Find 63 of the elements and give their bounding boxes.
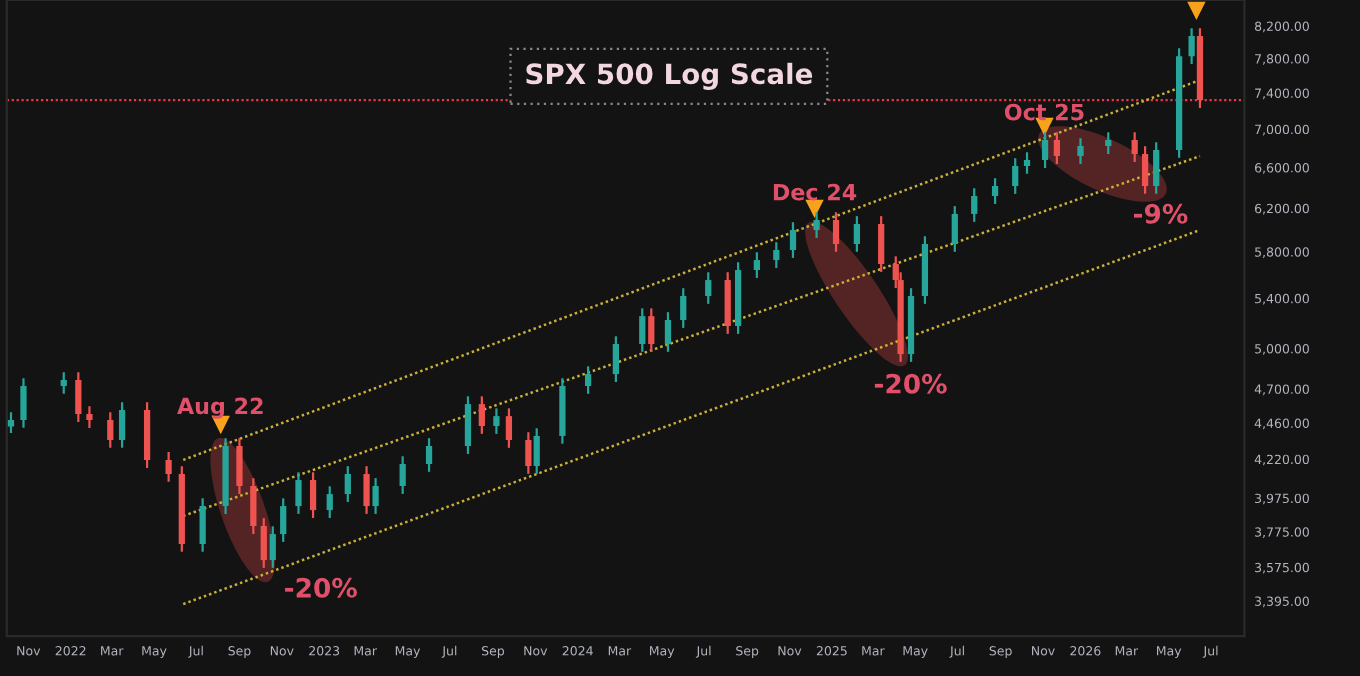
- candlestick: [664, 311, 672, 353]
- candlestick: [372, 477, 379, 516]
- candlestick: [1105, 131, 1112, 155]
- candlestick: [425, 437, 433, 473]
- candlestick: [753, 251, 760, 280]
- candlestick: [493, 407, 500, 435]
- candlestick: [118, 401, 126, 449]
- candlestick: [505, 407, 513, 449]
- candlestick: [1188, 27, 1195, 66]
- candlestick: [236, 437, 243, 496]
- candlestick: [832, 211, 840, 253]
- candlestick: [478, 395, 485, 435]
- annotation: Oct 25: [1004, 103, 1084, 121]
- candlestick: [612, 335, 619, 384]
- candlestick: [813, 211, 820, 240]
- candlestick: [344, 465, 351, 504]
- text: SPX 500 Log Scale: [526, 62, 813, 90]
- candlestick: [1077, 137, 1084, 166]
- candlestick: [584, 365, 592, 395]
- candlestick: [639, 307, 646, 353]
- candlestick: [1012, 157, 1019, 195]
- candlestick: [399, 455, 406, 496]
- candlestick: [250, 477, 257, 536]
- annotation: -20%: [874, 373, 947, 394]
- annotation: -9%: [1133, 203, 1188, 224]
- candlestick: [326, 485, 333, 520]
- candlestick: [60, 371, 67, 395]
- candlestick: [991, 177, 999, 206]
- annotation: Dec 24: [773, 183, 857, 201]
- annotation: -20%: [285, 577, 357, 598]
- candlestick: [280, 497, 287, 544]
- candlestick: [363, 465, 370, 516]
- candlestick: [75, 371, 82, 424]
- annotation: Aug 22: [177, 397, 263, 419]
- candlestick: [1153, 141, 1160, 195]
- candlestick: [951, 205, 958, 253]
- candlestick: [86, 405, 93, 430]
- candlestick: [199, 497, 206, 553]
- candlestick: [1141, 145, 1149, 195]
- candlestick: [705, 271, 712, 305]
- candlestick: [853, 215, 860, 253]
- candlestick: [971, 187, 978, 223]
- candlestick: [680, 287, 687, 330]
- candlestick: [107, 411, 114, 449]
- candlestick: [878, 215, 885, 274]
- candlestick: [260, 517, 267, 569]
- candlestick: [464, 395, 472, 456]
- candlestick: [165, 450, 172, 483]
- candlestick: [1131, 131, 1138, 164]
- candlestick: [309, 471, 317, 520]
- candlestick: [724, 271, 731, 335]
- candlestick: [7, 411, 15, 435]
- candlestick: [648, 307, 655, 353]
- candlestick: [525, 431, 532, 475]
- candlestick: [269, 525, 276, 569]
- candlestick: [295, 471, 302, 516]
- candlestick: [1023, 151, 1031, 175]
- candlestick: [20, 377, 27, 429]
- candlestick: [533, 427, 540, 475]
- candlestick: [789, 221, 797, 260]
- candlestick: [1041, 131, 1049, 170]
- candlestick: [1053, 131, 1061, 166]
- candlestick: [773, 241, 780, 270]
